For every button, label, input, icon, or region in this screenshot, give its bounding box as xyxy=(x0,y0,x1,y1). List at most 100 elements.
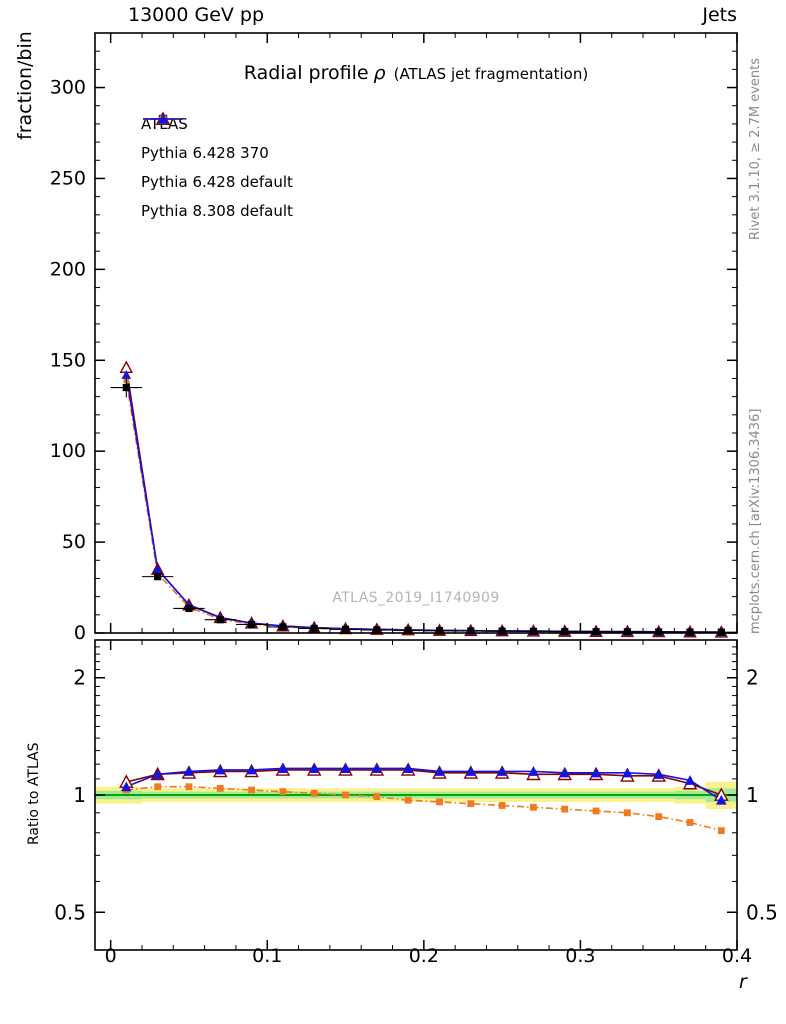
plot-title-rho: ρ xyxy=(373,62,386,84)
watermark-analysis-id: ATLAS_2019_I1740909 xyxy=(332,590,500,606)
series-marker-ratio-3 xyxy=(121,781,132,792)
plot-title-main: Radial profile xyxy=(243,62,369,84)
header-analysis-group: Jets xyxy=(702,4,737,26)
y-tick-label-ratio-right: 0.5 xyxy=(746,900,778,924)
y-tick-label-ratio-right: 1 xyxy=(746,783,759,807)
legend-item: Pythia 6.428 370 xyxy=(141,111,293,167)
data-marker-atlas xyxy=(717,628,725,636)
legend-label: Pythia 6.428 default xyxy=(141,172,293,191)
legend-item: Pythia 8.308 default xyxy=(141,113,293,225)
header-beam-energy: 13000 GeV pp xyxy=(128,4,265,26)
series-marker-ratio-3 xyxy=(246,764,257,775)
series-marker-ratio-2 xyxy=(342,791,349,799)
data-marker-atlas xyxy=(279,623,287,631)
data-marker-atlas xyxy=(247,620,256,629)
data-marker-atlas xyxy=(185,604,193,613)
series-marker-ratio-3 xyxy=(590,767,602,778)
series-marker-ratio-2 xyxy=(686,819,694,826)
data-marker-atlas xyxy=(216,616,224,624)
series-marker-ratio-2 xyxy=(216,784,224,792)
x-tick-label: 0.4 xyxy=(722,945,752,967)
y-tick-label-top: 100 xyxy=(50,440,86,462)
series-marker-ratio-2 xyxy=(467,800,475,808)
y-tick-label-ratio-right: 2 xyxy=(746,666,759,690)
series-marker-ratio-2 xyxy=(436,798,443,806)
y-tick-label-ratio-left: 1 xyxy=(73,783,86,807)
data-marker-atlas xyxy=(122,383,130,392)
series-marker-ratio-3 xyxy=(183,766,195,776)
series-marker-ratio-3 xyxy=(684,775,696,785)
y-tick-label-top: 0 xyxy=(74,622,86,644)
series-marker-top-3 xyxy=(152,564,163,574)
data-marker-atlas xyxy=(435,627,444,635)
data-marker-atlas xyxy=(529,627,538,635)
data-marker-atlas xyxy=(592,628,600,636)
series-marker-ratio-2 xyxy=(279,788,287,796)
legend-marker xyxy=(157,113,169,124)
series-marker-ratio-3 xyxy=(308,763,320,773)
series-marker-top-3 xyxy=(121,370,132,379)
data-marker-atlas xyxy=(404,626,412,634)
series-marker-ratio-3 xyxy=(277,763,289,773)
series-marker-ratio-2 xyxy=(592,807,600,815)
data-marker-atlas xyxy=(561,627,569,636)
series-marker-ratio-2 xyxy=(154,783,162,791)
series-marker-ratio-2 xyxy=(655,813,663,821)
series-line-ratio-3 xyxy=(126,767,722,801)
data-marker-atlas xyxy=(310,624,318,633)
series-line-ratio-1 xyxy=(126,769,722,796)
x-tick-label: 0.2 xyxy=(409,945,439,967)
y-tick-label-top: 300 xyxy=(50,77,86,99)
data-marker-atlas xyxy=(623,628,631,636)
series-marker-ratio-2 xyxy=(717,827,725,835)
y-tick-label-top: 200 xyxy=(50,258,86,280)
legend-label: Pythia 8.308 default xyxy=(141,201,293,220)
data-marker-atlas xyxy=(686,628,694,636)
y-tick-label-top: 250 xyxy=(50,167,86,189)
series-marker-ratio-2 xyxy=(561,805,569,813)
side-note-mcplots: mcplots.cern.ch [arXiv:1306.3436] xyxy=(748,408,763,634)
series-marker-ratio-3 xyxy=(559,767,571,778)
series-marker-ratio-3 xyxy=(214,764,226,775)
data-marker-atlas xyxy=(655,628,663,636)
y-axis-label-top: fraction/bin xyxy=(14,31,36,140)
x-tick-label: 0.3 xyxy=(565,945,595,967)
series-marker-ratio-3 xyxy=(152,769,163,779)
data-marker-atlas xyxy=(154,573,162,581)
y-tick-label-ratio-left: 0.5 xyxy=(54,900,86,924)
series-marker-ratio-2 xyxy=(498,802,506,809)
series-marker-ratio-3 xyxy=(434,766,445,776)
legend-label: Pythia 6.428 370 xyxy=(141,143,269,162)
y-tick-label-top: 150 xyxy=(50,349,86,371)
x-axis-label: r xyxy=(739,971,747,993)
series-marker-ratio-2 xyxy=(404,796,412,804)
series-marker-ratio-3 xyxy=(465,766,477,776)
data-marker-atlas xyxy=(373,626,381,634)
series-marker-ratio-2 xyxy=(310,789,318,797)
plot-title-sub: (ATLAS jet fragmentation) xyxy=(393,65,589,83)
series-marker-ratio-2 xyxy=(248,786,255,794)
series-marker-ratio-2 xyxy=(185,783,193,791)
y-tick-label-top: 50 xyxy=(62,531,86,553)
legend-item: Pythia 6.428 default xyxy=(141,115,293,196)
y-tick-label-ratio-left: 2 xyxy=(73,666,86,690)
series-marker-ratio-3 xyxy=(371,763,383,773)
series-marker-ratio-3 xyxy=(402,763,414,773)
plot-title: Radial profile ρ (ATLAS jet fragmentation) xyxy=(95,62,737,84)
series-marker-ratio-3 xyxy=(653,769,665,779)
side-note-rivet: Rivet 3.1.10, ≥ 2.7M events xyxy=(748,57,763,240)
legend-marker-icon xyxy=(143,113,183,124)
y-axis-label-ratio: Ratio to ATLAS xyxy=(26,742,42,845)
series-marker-ratio-2 xyxy=(530,803,537,811)
series-marker-ratio-3 xyxy=(340,763,351,773)
series-line-ratio-2 xyxy=(126,785,722,832)
x-tick-label: 0.1 xyxy=(252,945,282,967)
series-marker-ratio-3 xyxy=(716,794,727,805)
top-panel-frame xyxy=(94,32,738,634)
series-marker-ratio-3 xyxy=(622,767,633,778)
data-marker-atlas xyxy=(498,627,506,635)
data-marker-atlas xyxy=(467,627,475,635)
